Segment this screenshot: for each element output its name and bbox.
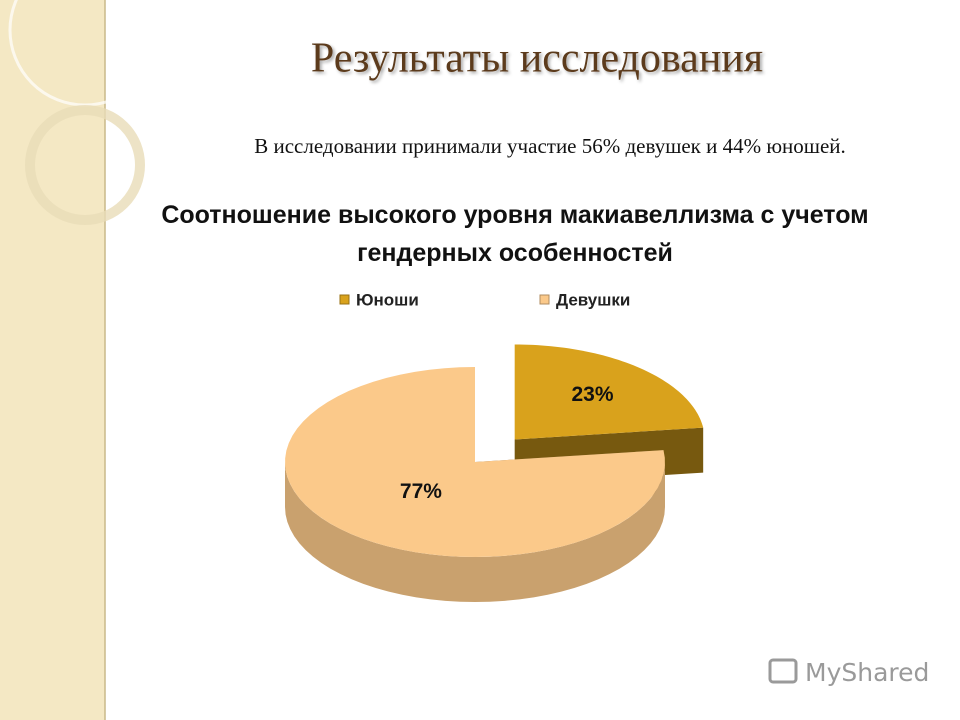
chart-title: Соотношение высокого уровня макиавеллизм… [161,201,869,267]
data-label: 23% [572,383,614,406]
slice [514,344,704,440]
legend-label: Юноши [356,290,419,309]
slide-text: В исследовании принимали участие 56% дев… [254,134,846,158]
slice [285,367,665,557]
legend-label: Девушки [556,290,630,309]
watermark: MyShared [805,658,929,687]
deco-circle [25,105,145,225]
legend-marker [339,294,350,305]
watermark-group: MyShared [768,658,929,687]
slide-title: Результаты исследования [311,36,763,82]
legend-marker [539,294,550,305]
data-label: 77% [400,480,442,503]
slice-side [285,462,665,602]
watermark-icon [768,658,798,684]
